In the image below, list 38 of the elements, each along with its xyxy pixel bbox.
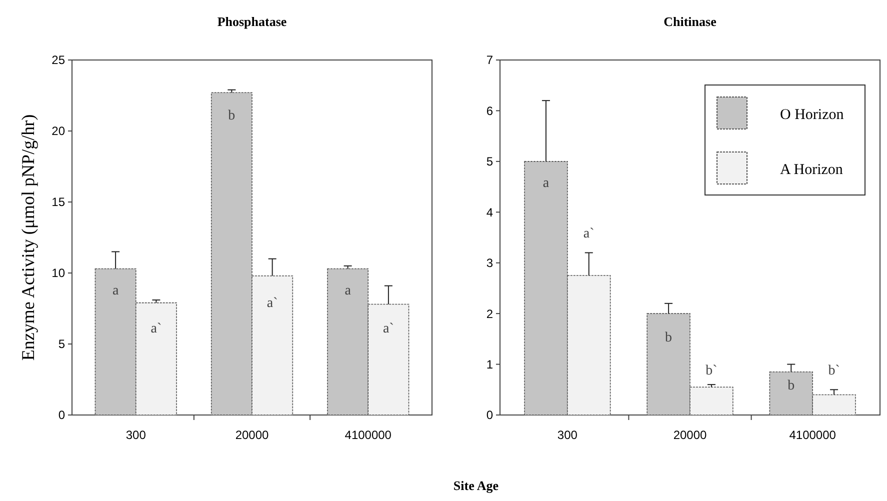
x-axis-title: Site Age <box>453 478 499 493</box>
y-tick-label: 6 <box>486 104 494 118</box>
annotation: b <box>665 330 672 346</box>
y-tick-label: 20 <box>52 124 66 138</box>
y-tick-label: 10 <box>52 266 66 280</box>
chart-title: Chitinase <box>664 14 717 29</box>
y-tick-label: 4 <box>486 205 494 220</box>
legend-label: O Horizon <box>780 107 844 123</box>
annotation: a` <box>583 226 594 242</box>
x-tick-label: 4100000 <box>344 428 392 442</box>
annotation: a` <box>383 322 394 337</box>
annotation: a <box>112 283 120 298</box>
x-tick-label: 20000 <box>673 428 708 442</box>
y-tick-label: 0 <box>58 408 66 422</box>
annotation: a` <box>150 322 162 337</box>
x-tick-label: 20000 <box>235 428 270 442</box>
y-tick-label: 7 <box>486 53 494 68</box>
y-tick-label: 5 <box>486 154 494 169</box>
y-tick-label: 25 <box>52 53 66 68</box>
y-tick-label: 5 <box>58 337 66 352</box>
x-tick-label: 4100000 <box>789 428 836 442</box>
annotation: a <box>542 176 550 191</box>
y-tick-label: 1 <box>486 357 494 372</box>
y-tick-label: 3 <box>486 256 494 270</box>
y-tick-label: 2 <box>486 306 494 321</box>
x-tick-label: 300 <box>126 428 146 442</box>
annotation: a` <box>266 296 278 312</box>
chart-title: Phosphatase <box>217 14 287 29</box>
y-tick-label: 0 <box>486 408 494 422</box>
y-tick-label: 15 <box>52 195 66 210</box>
annotation: a <box>344 283 352 298</box>
annotation: b` <box>706 363 718 378</box>
y-axis-title: Enzyme Activity (μmol pNP/g/hr) <box>18 114 38 361</box>
annotation: b <box>228 108 236 124</box>
x-tick-label: 300 <box>557 428 578 442</box>
annotation: b` <box>828 363 840 378</box>
legend-label: A Horizon <box>780 162 844 178</box>
annotation: b <box>788 378 795 394</box>
